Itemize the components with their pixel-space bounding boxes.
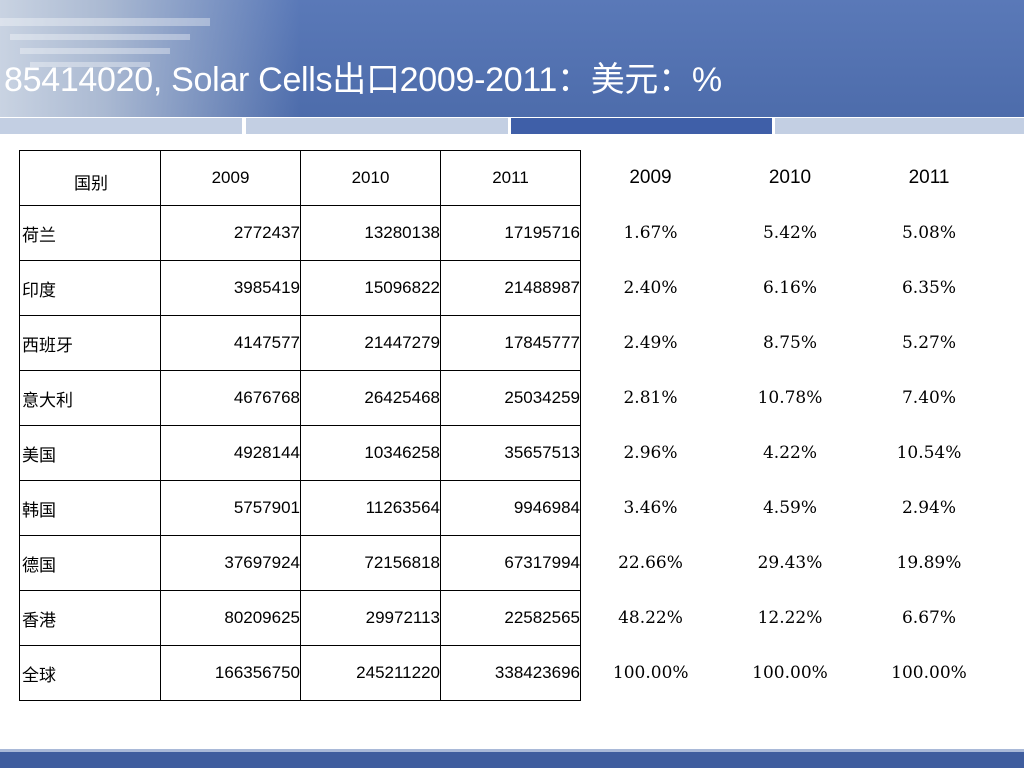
value-cell: 338423696	[440, 645, 581, 701]
share-cell: 48.22%	[618, 608, 683, 628]
share-cell: 22.66%	[618, 553, 683, 573]
building-photo	[0, 0, 300, 117]
country-cell: 意大利	[19, 370, 161, 426]
share-cell: 8.75%	[762, 333, 817, 353]
value-cell: 17845777	[440, 315, 581, 371]
column-header: 2009	[160, 150, 301, 206]
value-cell: 67317994	[440, 535, 581, 591]
value-cell: 35657513	[440, 425, 581, 481]
share-cell: 12.22%	[757, 608, 823, 628]
share-cell: 1.67%	[623, 223, 678, 243]
share-cell: 5.27%	[901, 333, 956, 353]
value-cell: 26425468	[300, 370, 441, 426]
table-row: 德国 37697924 72156818 67317994 22.66% 29.43% 19…	[19, 535, 999, 591]
column-header: 2011	[908, 167, 950, 188]
country-cell: 香港	[19, 590, 161, 646]
country-cell: 全球	[19, 645, 161, 701]
country-cell: 印度	[19, 260, 161, 316]
share-cell: 6.67%	[901, 608, 956, 628]
value-cell: 21488987	[440, 260, 581, 316]
share-cell: 10.54%	[896, 443, 962, 463]
country-cell: 美国	[19, 425, 161, 481]
table-row: 意大利 4676768 26425468 25034259 2.81% 10.78% 7.4…	[19, 370, 999, 426]
share-cell: 2.40%	[623, 278, 678, 298]
share-cell: 4.22%	[762, 443, 817, 463]
value-cell: 166356750	[160, 645, 301, 701]
share-cell: 100.00%	[612, 663, 689, 683]
column-header: 2010	[300, 150, 441, 206]
value-cell: 10346258	[300, 425, 441, 481]
table-header-row: 国别 2009 2010 2011 2009 2010 2011	[19, 150, 999, 206]
country-cell: 西班牙	[19, 315, 161, 371]
table-row: 西班牙 4147577 21447279 17845777 2.49% 8.75% 5.27…	[19, 315, 999, 371]
value-cell: 29972113	[300, 590, 441, 646]
column-header: 2010	[768, 167, 812, 188]
column-header: 国别	[19, 150, 161, 206]
share-cell: 6.16%	[762, 278, 817, 298]
share-cell: 5.08%	[901, 223, 956, 243]
share-cell: 4.59%	[762, 498, 817, 518]
share-cell: 2.81%	[623, 388, 678, 408]
share-cell: 100.00%	[752, 663, 828, 683]
value-cell: 17195716	[440, 205, 581, 261]
slide-title: 85414020, Solar Cells出口2009-2011：美元：%	[4, 61, 722, 99]
country-cell: 韩国	[19, 480, 161, 536]
share-cell: 10.78%	[757, 388, 823, 408]
value-cell: 9946984	[440, 480, 581, 536]
table-row: 印度 3985419 15096822 21488987 2.40% 6.16% 6.35%	[19, 260, 999, 316]
country-cell: 荷兰	[19, 205, 161, 261]
share-cell: 19.89%	[896, 553, 962, 573]
share-cell: 29.43%	[757, 553, 823, 573]
table-row: 全球 166356750 245211220 338423696 100.00% 100.…	[19, 645, 999, 701]
slide-header: 85414020, Solar Cells出口2009-2011：美元：%	[0, 0, 1024, 117]
value-cell: 37697924	[160, 535, 301, 591]
header-stripes	[0, 117, 1024, 135]
value-cell: 25034259	[440, 370, 581, 426]
value-cell: 72156818	[300, 535, 441, 591]
value-cell: 4147577	[160, 315, 301, 371]
table-row: 荷兰 2772437 13280138 17195716 1.67% 5.42% 5.08%	[19, 205, 999, 261]
table-row: 韩国 5757901 11263564 9946984 3.46% 4.59% 2.94%	[19, 480, 999, 536]
value-cell: 5757901	[160, 480, 301, 536]
share-cell: 2.94%	[901, 498, 956, 518]
share-cell: 3.46%	[623, 498, 678, 518]
share-cell: 100.00%	[891, 663, 967, 683]
share-cell: 5.42%	[762, 223, 817, 243]
value-cell: 13280138	[300, 205, 441, 261]
column-header: 2009	[629, 167, 672, 188]
value-cell: 11263564	[300, 480, 441, 536]
value-cell: 15096822	[300, 260, 441, 316]
share-cell: 6.35%	[901, 278, 956, 298]
table-row: 香港 80209625 29972113 22582565 48.22% 12.22% 6.…	[19, 590, 999, 646]
country-cell: 德国	[19, 535, 161, 591]
value-cell: 245211220	[300, 645, 441, 701]
value-cell: 21447279	[300, 315, 441, 371]
value-cell: 4928144	[160, 425, 301, 481]
value-cell: 3985419	[160, 260, 301, 316]
value-cell: 2772437	[160, 205, 301, 261]
column-header: 2011	[440, 150, 581, 206]
share-cell: 2.49%	[623, 333, 678, 353]
slide-footer	[0, 749, 1024, 768]
value-cell: 80209625	[160, 590, 301, 646]
table-row: 美国 4928144 10346258 35657513 2.96% 4.22% 10.54…	[19, 425, 999, 481]
export-table: 国别 2009 2010 2011 2009 2010 2011 荷兰 2772437 13280…	[19, 150, 999, 701]
value-cell: 4676768	[160, 370, 301, 426]
share-cell: 7.40%	[901, 388, 956, 408]
share-cell: 2.96%	[623, 443, 678, 463]
value-cell: 22582565	[440, 590, 581, 646]
